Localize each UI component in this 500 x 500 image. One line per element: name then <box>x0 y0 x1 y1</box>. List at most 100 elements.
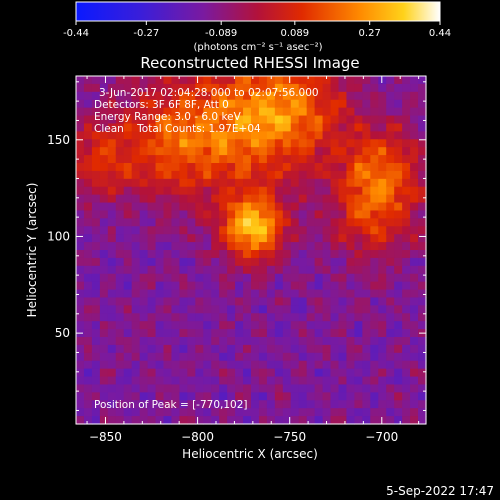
heatmap-cell <box>362 329 371 338</box>
heatmap-cell <box>354 76 363 85</box>
heatmap-cell <box>211 218 220 227</box>
heatmap-cell <box>235 155 244 164</box>
heatmap-cell <box>290 352 300 362</box>
heatmap-cell <box>258 226 268 235</box>
heatmap-cell <box>298 115 308 125</box>
heatmap-cell <box>123 360 133 370</box>
heatmap-cell <box>171 202 180 212</box>
heatmap-cell <box>290 91 300 101</box>
heatmap-cell <box>123 226 133 235</box>
heatmap-cell <box>274 337 284 346</box>
heatmap-cell <box>187 123 196 132</box>
heatmap-cell <box>330 147 340 156</box>
heatmap-cell <box>219 83 228 93</box>
heatmap-cell <box>99 147 109 156</box>
heatmap-cell <box>179 186 188 196</box>
heatmap-cell <box>83 368 93 378</box>
heatmap-cell <box>76 289 85 299</box>
heatmap-cell <box>418 218 427 227</box>
heatmap-cell <box>203 155 212 164</box>
heatmap-cell <box>163 416 173 425</box>
heatmap-cell <box>107 408 117 417</box>
heatmap-cell <box>402 408 411 417</box>
heatmap-cell <box>211 392 220 401</box>
heatmap-cell <box>251 76 260 85</box>
heatmap-cell <box>266 210 276 219</box>
heatmap-cell <box>91 257 101 267</box>
heatmap-cell <box>410 218 419 227</box>
heatmap-cell <box>410 329 419 338</box>
heatmap-cell <box>338 392 348 401</box>
heatmap-cell <box>298 170 308 180</box>
heatmap-cell <box>203 321 212 330</box>
heatmap-cell <box>282 218 292 227</box>
heatmap-cell <box>418 321 427 330</box>
heatmap-cell <box>243 416 252 425</box>
heatmap-cell <box>290 210 300 219</box>
heatmap-cell <box>139 107 149 117</box>
heatmap-cell <box>362 376 371 386</box>
heatmap-cell <box>123 352 133 362</box>
heatmap-cell <box>203 218 212 227</box>
heatmap-cell <box>378 352 387 362</box>
heatmap-cell <box>91 91 101 101</box>
heatmap-cell <box>139 218 149 227</box>
heatmap-cell <box>76 123 85 132</box>
heatmap-cell <box>171 384 180 393</box>
heatmap-cell <box>123 210 133 219</box>
heatmap-cell <box>402 202 411 212</box>
heatmap-cell <box>362 131 371 140</box>
heatmap-cell <box>266 83 276 93</box>
heatmap-cell <box>227 289 236 299</box>
heatmap-cell <box>91 107 101 117</box>
heatmap-cell <box>370 313 379 322</box>
heatmap-cell <box>418 273 427 283</box>
heatmap-cell <box>266 226 276 235</box>
heatmap-cell <box>76 400 85 409</box>
heatmap-cell <box>179 83 188 93</box>
heatmap-cell <box>219 242 228 251</box>
heatmap-cell <box>99 115 109 125</box>
heatmap-cell <box>179 313 188 322</box>
heatmap-cell <box>338 123 348 132</box>
heatmap-cell <box>147 83 157 93</box>
heatmap-cell <box>179 170 188 180</box>
heatmap-cell <box>266 400 276 409</box>
heatmap-cell <box>163 408 173 417</box>
heatmap-cell <box>139 265 149 275</box>
heatmap-cell <box>107 376 117 386</box>
heatmap-cell <box>211 400 220 409</box>
heatmap-cell <box>195 289 204 299</box>
heatmap-cell <box>362 352 371 362</box>
heatmap-cell <box>330 131 340 140</box>
heatmap-cell <box>123 194 133 204</box>
heatmap-cell <box>354 313 363 322</box>
heatmap-cell <box>131 360 141 370</box>
heatmap-cell <box>99 344 109 354</box>
heatmap-cell <box>370 416 379 425</box>
heatmap-cell <box>187 131 196 140</box>
heatmap-cell <box>83 344 93 354</box>
heatmap-cell <box>362 392 371 401</box>
heatmap-cell <box>163 305 173 314</box>
heatmap-cell <box>227 400 236 409</box>
heatmap-cell <box>402 76 411 85</box>
heatmap-cell <box>378 91 387 101</box>
heatmap-cell <box>306 170 316 180</box>
heatmap-cell <box>346 265 355 275</box>
heatmap-cell <box>322 257 332 267</box>
heatmap-cell <box>179 376 188 386</box>
heatmap-cell <box>195 273 204 283</box>
heatmap-cell <box>83 242 93 251</box>
heatmap-cell <box>258 384 268 393</box>
heatmap-cell <box>227 281 236 291</box>
heatmap-cell <box>83 131 93 140</box>
heatmap-cell <box>155 178 165 188</box>
heatmap-cell <box>147 273 157 283</box>
heatmap-cell <box>378 139 387 148</box>
heatmap-cell <box>274 139 284 148</box>
heatmap-cell <box>274 313 284 322</box>
heatmap-cell <box>362 313 371 322</box>
heatmap-cell <box>163 337 173 346</box>
heatmap-cell <box>386 416 395 425</box>
